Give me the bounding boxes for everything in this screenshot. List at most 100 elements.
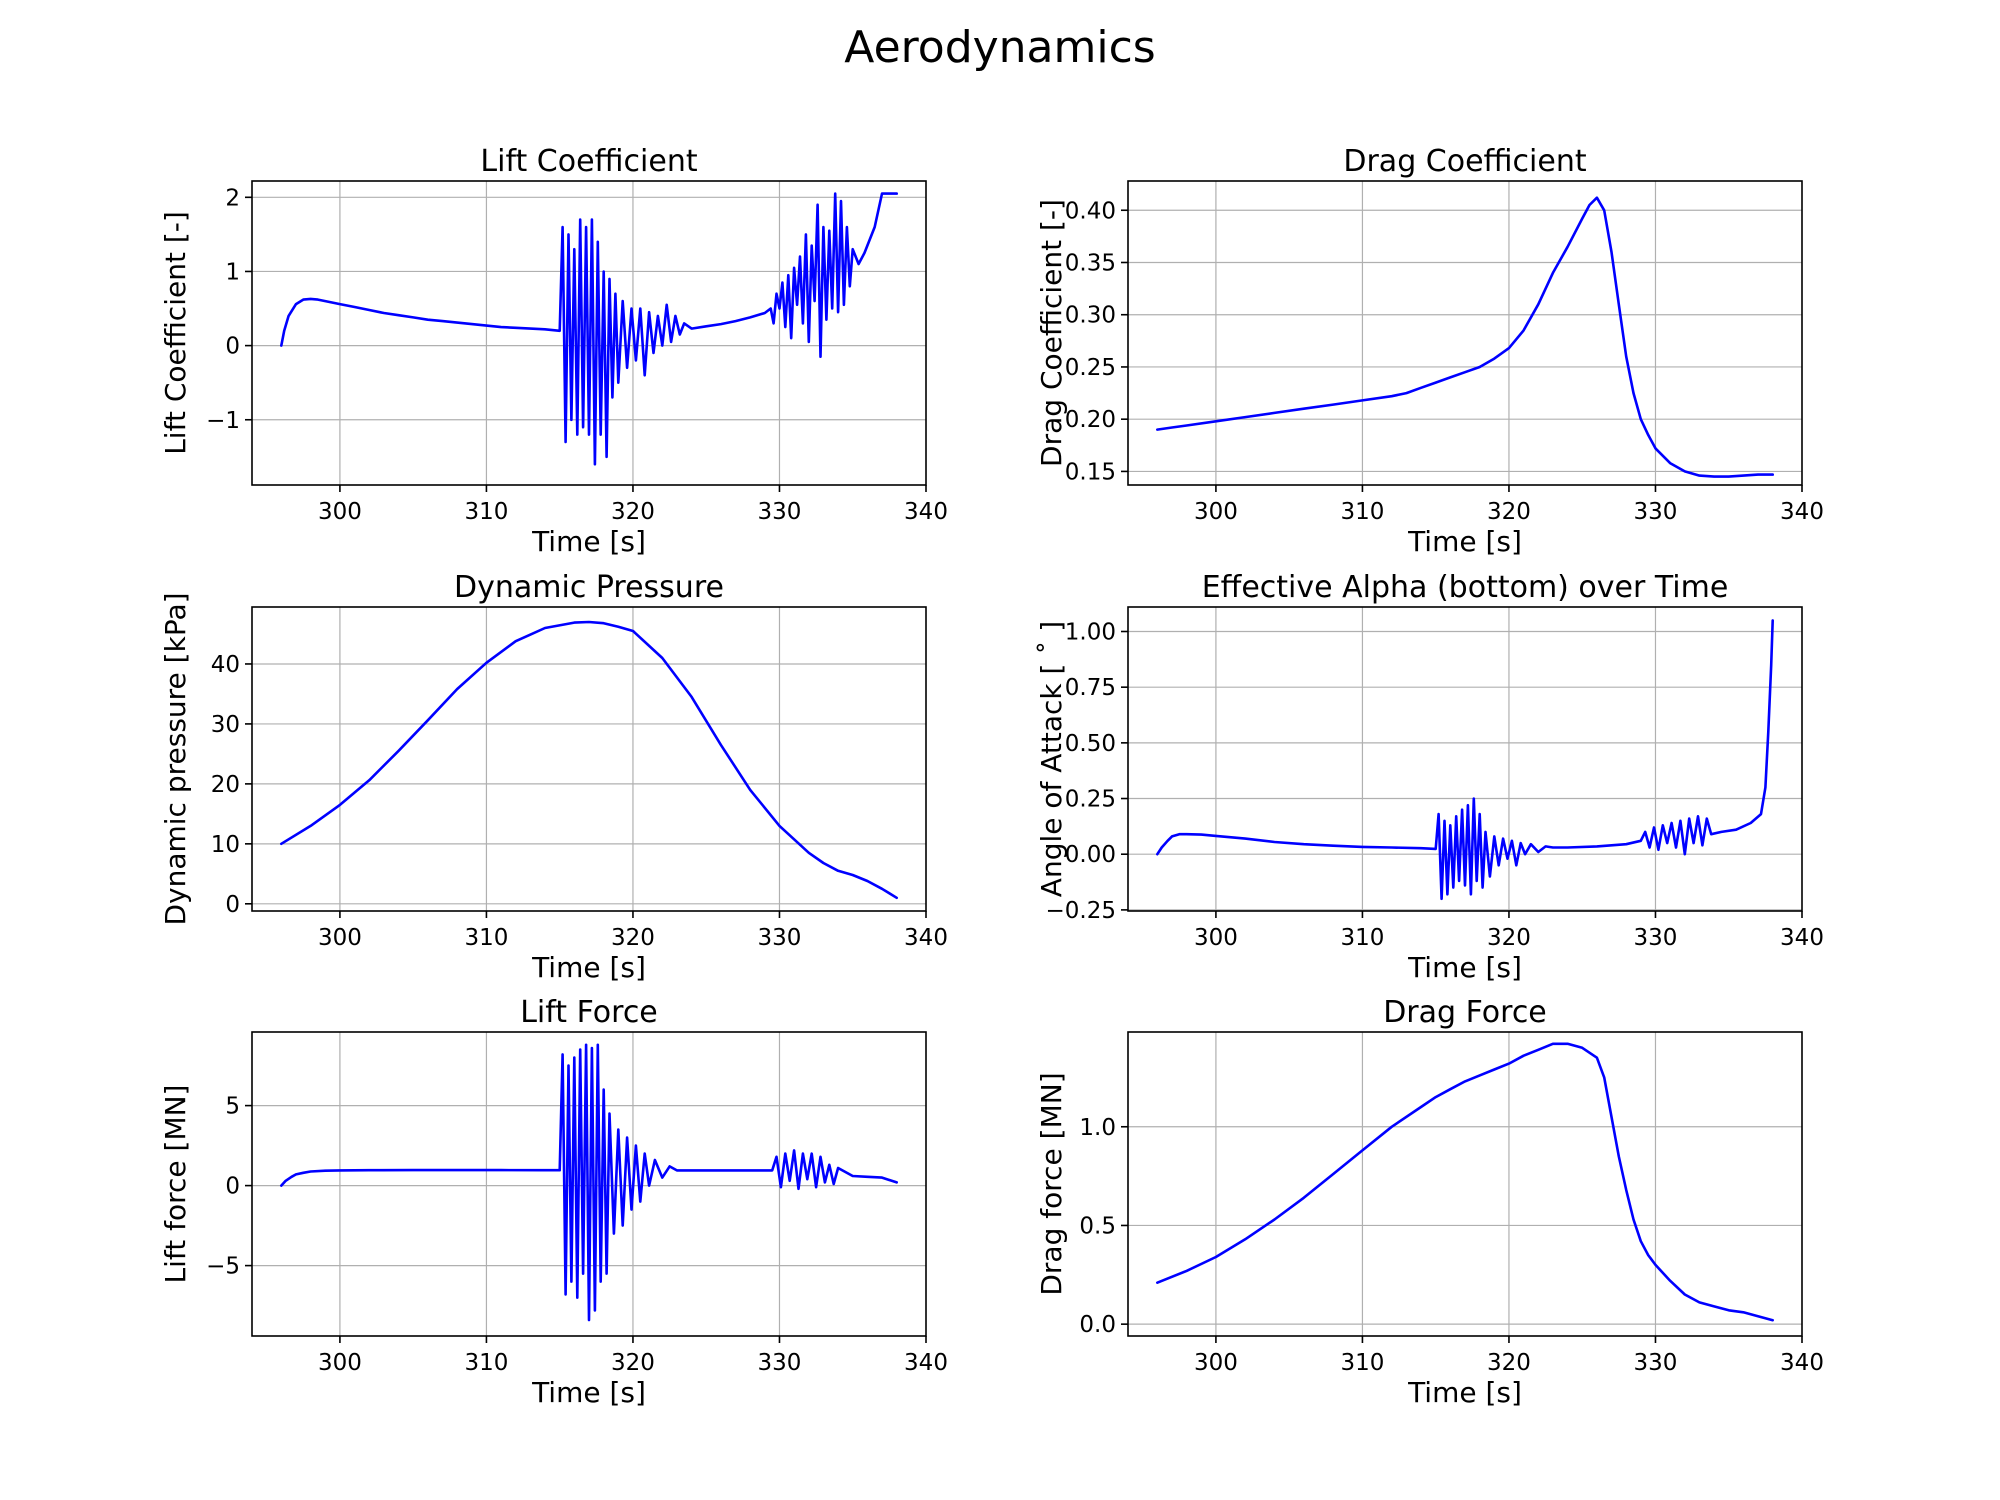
plot-frame <box>1127 1031 1803 1337</box>
y-tick-label: 0 <box>225 1174 240 1200</box>
x-tick-label: 320 <box>1487 1350 1531 1376</box>
x-tick-label: 330 <box>1634 499 1678 525</box>
y-tick-label: −1 <box>206 408 240 434</box>
x-tick-label: 310 <box>464 499 508 525</box>
x-tick-label: 320 <box>611 499 655 525</box>
y-tick-label: 0.20 <box>1065 407 1116 433</box>
y-tick-label: 1.0 <box>1079 1115 1116 1141</box>
x-tick-label: 310 <box>1340 1350 1384 1376</box>
x-tick-label: 340 <box>1780 925 1824 951</box>
x-tick-label: 340 <box>1780 1350 1824 1376</box>
series-line-dynamic-pressure <box>280 620 898 900</box>
y-axis-label: Lift force [MN] <box>159 1085 192 1284</box>
plot-frame <box>251 1031 927 1337</box>
x-tick-label: 340 <box>904 499 948 525</box>
subplot-drag-coefficient: 300 310 320 330 3400.150.200.250.300.350.40D… <box>1035 144 1824 558</box>
x-tick-label: 300 <box>318 925 362 951</box>
y-tick-label: 0.15 <box>1065 459 1116 485</box>
subplot-lift-force: 300 310 320 330 340 −5 0 5 Lift Force Time [s] Lif… <box>159 995 948 1409</box>
subplot-title: Lift Force <box>520 995 658 1030</box>
y-tick-label: 0.25 <box>1065 787 1116 813</box>
plot-frame <box>1127 606 1803 912</box>
y-tick-label: 30 <box>211 712 240 738</box>
x-tick-label: 310 <box>1340 499 1384 525</box>
x-tick-label: 310 <box>1340 925 1384 951</box>
figure-title: Aerodynamics <box>844 22 1155 73</box>
plot-frame <box>251 606 927 912</box>
x-tick-label: 330 <box>758 925 802 951</box>
subplot-title: Drag Force <box>1383 995 1547 1030</box>
y-axis-label: Angle of Attack [ ˚ ] <box>1035 621 1068 897</box>
subplot-title: Effective Alpha (bottom) over Time <box>1202 570 1729 605</box>
x-tick-label: 320 <box>611 1350 655 1376</box>
x-tick-label: 310 <box>464 1350 508 1376</box>
y-tick-label: 10 <box>211 832 240 858</box>
subplot-title: Lift Coefficient <box>480 144 697 179</box>
x-tick-label: 320 <box>1487 925 1531 951</box>
x-tick-label: 340 <box>904 1350 948 1376</box>
subplot-lift-coefficient: 300 310 320 330 340 −1 0 1 2 Lift Coefficient Time… <box>159 144 948 558</box>
x-tick-label: 330 <box>1634 925 1678 951</box>
y-axis-label: Lift Coefficient [-] <box>159 211 192 455</box>
y-tick-label: −0.25 <box>1046 898 1116 924</box>
x-tick-label: 340 <box>1780 499 1824 525</box>
grid-lines <box>1128 1032 1802 1336</box>
y-tick-label: 0.40 <box>1065 198 1116 224</box>
y-tick-label: 0.0 <box>1079 1312 1116 1338</box>
y-tick-label: 0.5 <box>1079 1213 1116 1239</box>
series-line-lift-coefficient <box>280 192 898 466</box>
x-axis-label: Time [s] <box>531 951 646 984</box>
subplot-dynamic-pressure: 300 310 320 330 340 0 10 20 30 40 Dynamic Pressure… <box>159 570 948 984</box>
grid-lines <box>1128 181 1802 485</box>
y-tick-label: 0 <box>225 334 240 360</box>
y-tick-label: 0 <box>225 892 240 918</box>
subplot-title: Dynamic Pressure <box>454 570 724 605</box>
x-tick-label: 300 <box>318 1350 362 1376</box>
subplot-effective-alpha: 300 310 320 330 340 −0.25 0.00 0.25 0.50 0.75 1.00… <box>1035 570 1824 984</box>
x-tick-label: 300 <box>318 499 362 525</box>
x-axis-label: Time [s] <box>531 1376 646 1409</box>
plot-frame <box>251 180 927 486</box>
y-axis-label: Drag force [MN] <box>1035 1072 1068 1295</box>
y-tick-label: 5 <box>225 1094 240 1120</box>
y-tick-label: 0.50 <box>1065 731 1116 757</box>
x-axis-label: Time [s] <box>1407 951 1522 984</box>
series-line-lift-force <box>280 1043 898 1322</box>
x-tick-label: 310 <box>464 925 508 951</box>
y-tick-label: 1 <box>225 259 240 285</box>
x-axis-label: Time [s] <box>1407 525 1522 558</box>
x-axis-label: Time [s] <box>1407 1376 1522 1409</box>
y-tick-label: −5 <box>206 1254 240 1280</box>
y-tick-label: 20 <box>211 772 240 798</box>
y-tick-label: 0.75 <box>1065 675 1116 701</box>
y-tick-label: 0.25 <box>1065 355 1116 381</box>
y-tick-label: 1.00 <box>1065 619 1116 645</box>
x-tick-label: 300 <box>1194 925 1238 951</box>
y-tick-label: 0.35 <box>1065 250 1116 276</box>
x-tick-label: 330 <box>1634 1350 1678 1376</box>
y-axis-label: Drag Coefficient [-] <box>1035 199 1068 467</box>
y-tick-label: 0.30 <box>1065 303 1116 329</box>
x-tick-label: 300 <box>1194 1350 1238 1376</box>
y-tick-label: 2 <box>225 185 240 211</box>
x-tick-label: 330 <box>758 1350 802 1376</box>
x-tick-label: 320 <box>1487 499 1531 525</box>
y-axis-label: Dynamic pressure [kPa] <box>159 592 192 925</box>
series-line-drag-coefficient <box>1156 196 1774 478</box>
grid-lines <box>252 607 926 911</box>
x-tick-label: 300 <box>1194 499 1238 525</box>
x-tick-label: 330 <box>758 499 802 525</box>
y-tick-label: 0.00 <box>1065 842 1116 868</box>
grid-lines <box>1128 607 1802 911</box>
y-tick-label: 40 <box>211 652 240 678</box>
subplot-title: Drag Coefficient <box>1343 144 1586 179</box>
x-tick-label: 320 <box>611 925 655 951</box>
series-line-drag-force <box>1156 1042 1774 1322</box>
subplot-drag-force: 300 310 320 330 340 0.0 0.5 1.0 Drag Force Time [… <box>1035 995 1824 1409</box>
series-line-effective-alpha <box>1156 619 1774 901</box>
x-axis-label: Time [s] <box>531 525 646 558</box>
x-tick-label: 340 <box>904 925 948 951</box>
plot-frame <box>1127 180 1803 486</box>
